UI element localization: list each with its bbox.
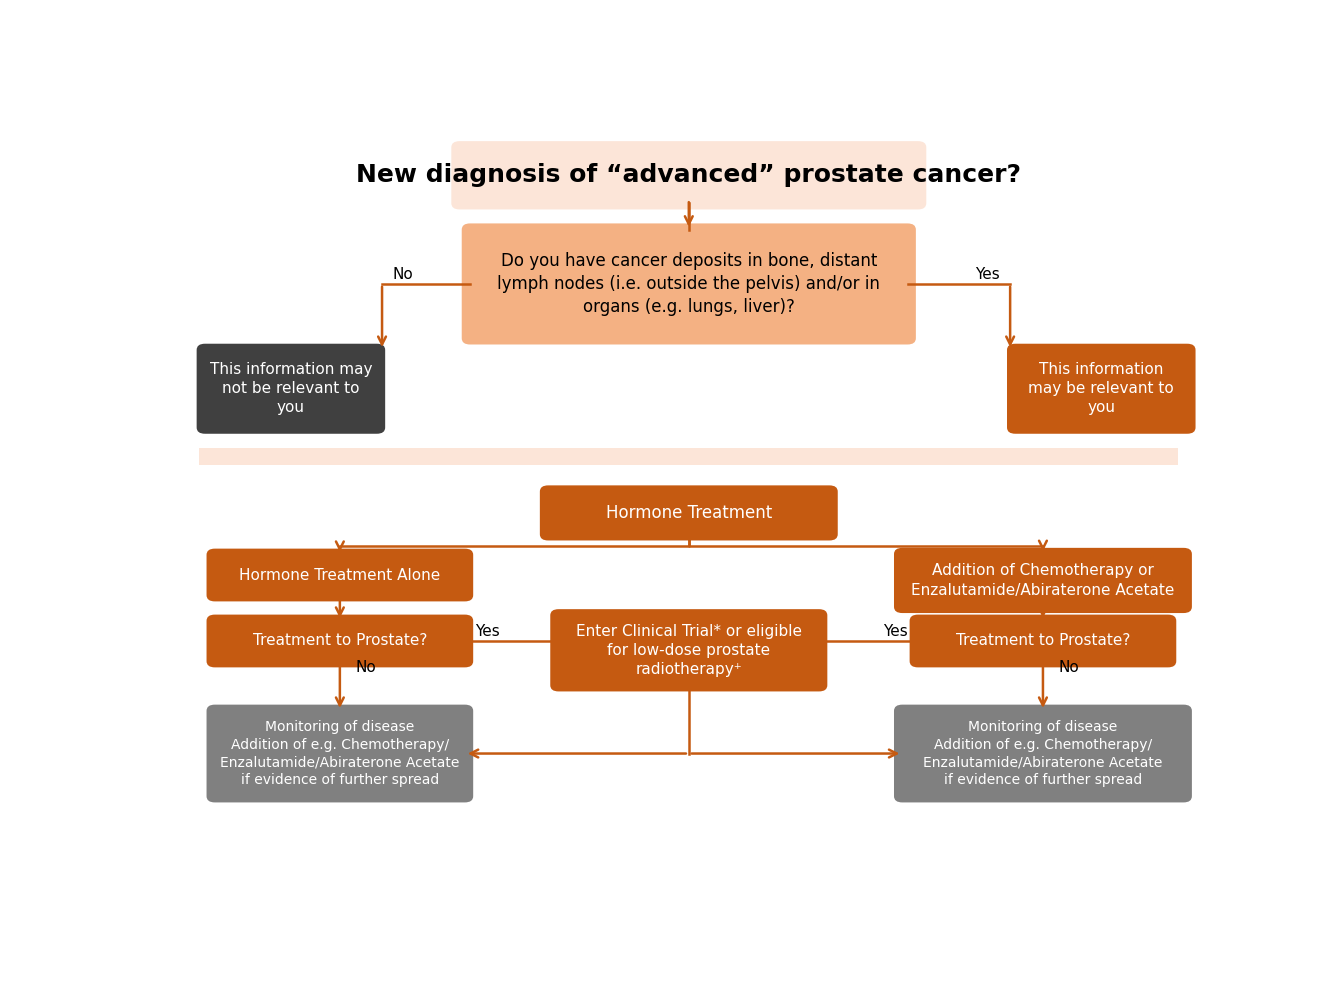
FancyBboxPatch shape [894, 548, 1192, 613]
Text: Monitoring of disease
Addition of e.g. Chemotherapy/
Enzalutamide/Abiraterone Ac: Monitoring of disease Addition of e.g. C… [923, 720, 1163, 787]
Text: New diagnosis of “advanced” prostate cancer?: New diagnosis of “advanced” prostate can… [356, 163, 1021, 187]
Text: This information may
not be relevant to
you: This information may not be relevant to … [210, 362, 372, 415]
FancyBboxPatch shape [894, 705, 1192, 802]
Text: Hormone Treatment Alone: Hormone Treatment Alone [239, 568, 441, 583]
FancyBboxPatch shape [207, 548, 473, 602]
Text: No: No [1059, 660, 1079, 675]
FancyBboxPatch shape [910, 615, 1176, 667]
Text: Hormone Treatment: Hormone Treatment [606, 504, 771, 522]
Text: Enter Clinical Trial* or eligible
for low-dose prostate
radiotherapy⁺: Enter Clinical Trial* or eligible for lo… [575, 624, 802, 677]
Text: Yes: Yes [883, 624, 907, 639]
FancyBboxPatch shape [196, 344, 386, 433]
FancyBboxPatch shape [207, 705, 473, 802]
FancyBboxPatch shape [452, 141, 926, 210]
FancyBboxPatch shape [462, 224, 915, 345]
Text: Treatment to Prostate?: Treatment to Prostate? [956, 633, 1130, 648]
FancyBboxPatch shape [199, 448, 1179, 465]
Text: This information
may be relevant to
you: This information may be relevant to you [1028, 362, 1175, 415]
Text: Do you have cancer deposits in bone, distant
lymph nodes (i.e. outside the pelvi: Do you have cancer deposits in bone, dis… [497, 252, 880, 316]
Text: No: No [355, 660, 376, 675]
Text: Treatment to Prostate?: Treatment to Prostate? [253, 633, 427, 648]
Text: Yes: Yes [974, 267, 1000, 282]
FancyBboxPatch shape [540, 486, 837, 540]
Text: Yes: Yes [476, 624, 500, 639]
FancyBboxPatch shape [550, 609, 828, 691]
FancyBboxPatch shape [207, 615, 473, 667]
Text: Monitoring of disease
Addition of e.g. Chemotherapy/
Enzalutamide/Abiraterone Ac: Monitoring of disease Addition of e.g. C… [220, 720, 460, 787]
FancyBboxPatch shape [1007, 344, 1196, 433]
Text: No: No [392, 267, 413, 282]
Text: Addition of Chemotherapy or
Enzalutamide/Abiraterone Acetate: Addition of Chemotherapy or Enzalutamide… [911, 563, 1175, 598]
